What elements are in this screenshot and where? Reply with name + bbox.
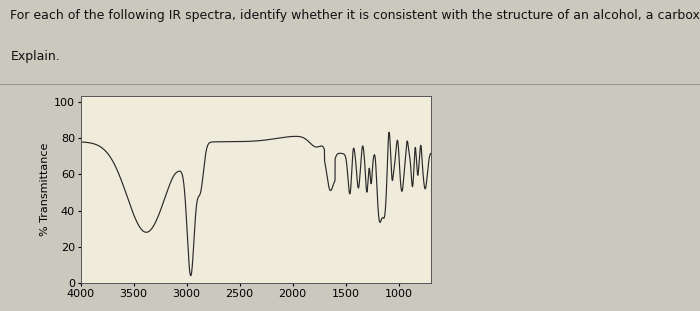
Text: Explain.: Explain. [10,50,60,63]
Y-axis label: % Transmittance: % Transmittance [40,143,50,236]
Text: For each of the following IR spectra, identify whether it is consistent with the: For each of the following IR spectra, id… [10,9,700,22]
